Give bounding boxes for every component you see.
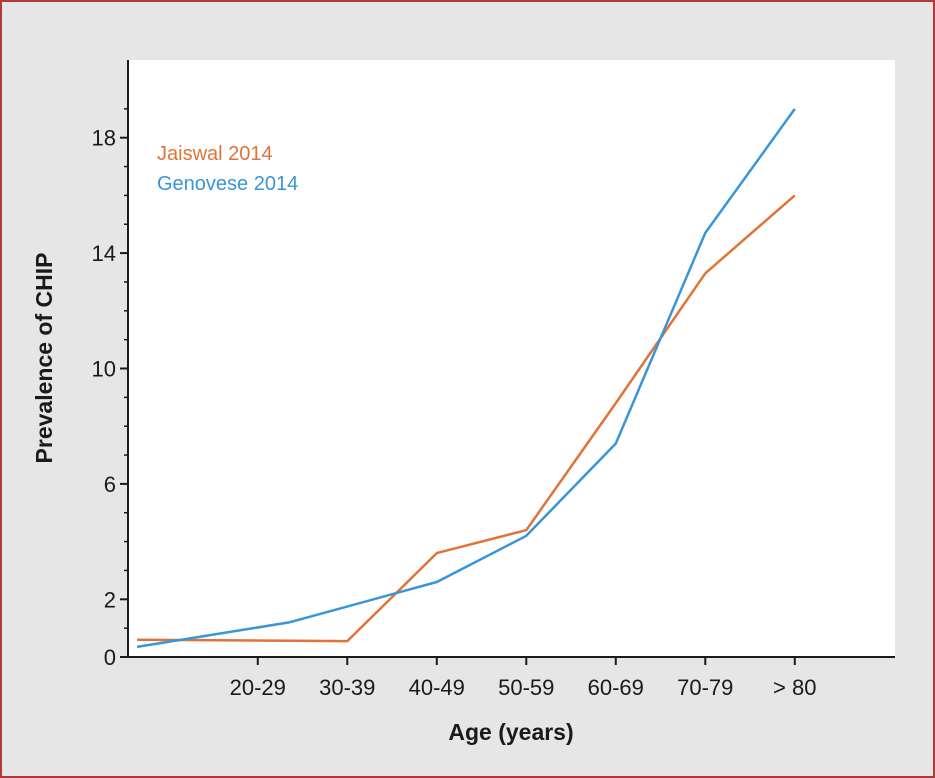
x-axis-title: Age (years) <box>448 719 573 745</box>
legend-entry-jaiswal: Jaiswal 2014 <box>157 143 273 165</box>
y-axis-title: Prevalence of CHIP <box>31 253 57 464</box>
y-tick-label: 10 <box>92 357 116 382</box>
legend-entry-genovese: Genovese 2014 <box>157 173 298 195</box>
x-tick-label: 40-49 <box>409 675 465 700</box>
x-tick-label: 20-29 <box>230 675 286 700</box>
y-tick-label: 14 <box>92 241 116 266</box>
y-tick-label: 2 <box>104 587 116 612</box>
plot-area <box>128 60 895 656</box>
x-tick-label: 60-69 <box>588 675 644 700</box>
series-lines <box>136 108 796 649</box>
x-tick-label: > 80 <box>773 675 816 700</box>
series-line-jaiswal <box>136 194 796 643</box>
y-axis-ticks: 0 2 6 10 14 18 <box>92 108 128 670</box>
x-tick-label: 50-59 <box>498 675 554 700</box>
y-tick-label: 18 <box>92 126 116 151</box>
y-tick-label: 0 <box>104 645 116 670</box>
x-tick-label: 30-39 <box>319 675 375 700</box>
series-line-genovese <box>136 108 796 649</box>
x-tick-label: 70-79 <box>677 675 733 700</box>
y-tick-label: 6 <box>104 472 116 497</box>
x-axis-ticks: 20-29 30-39 40-49 50-59 60-69 70-79 > 80 <box>230 657 816 700</box>
